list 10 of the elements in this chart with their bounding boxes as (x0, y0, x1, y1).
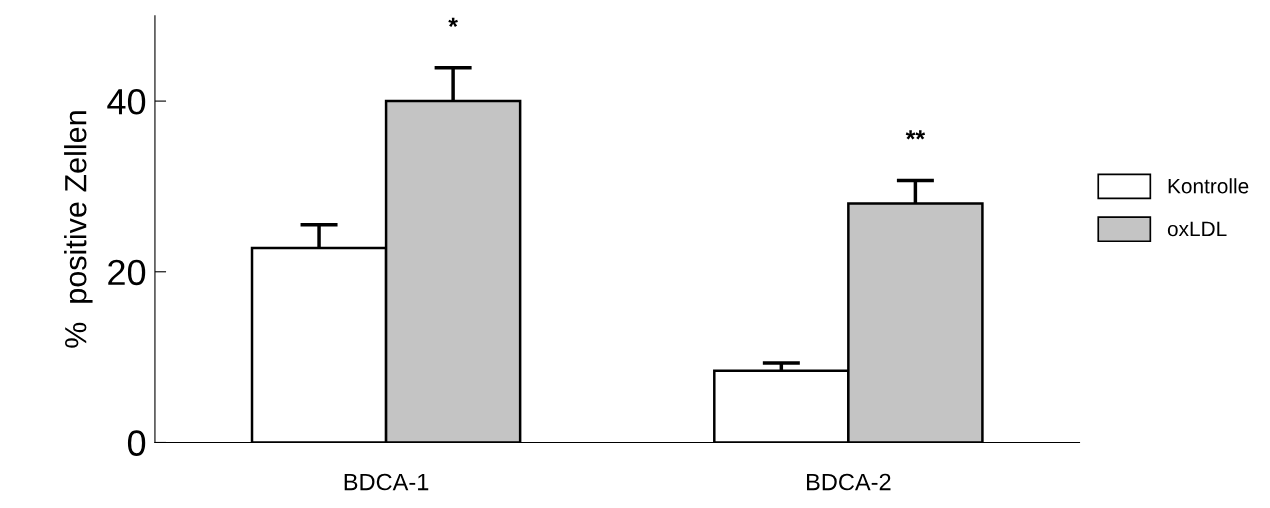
y-axis-title: % positive Zellen (64, 111, 93, 348)
y-tick-label: 20 (108, 259, 146, 286)
legend-label: oxLDL (1167, 221, 1227, 237)
y-tick-label: 0 (127, 430, 146, 456)
annotation: * (448, 17, 458, 27)
annotation: ** (905, 130, 926, 140)
x-tick-label: BDCA-1 (344, 473, 429, 491)
y-tick-label: 40 (107, 88, 146, 115)
legend-label: Kontrolle (1168, 178, 1249, 194)
x-tick-label: BDCA-2 (807, 473, 891, 491)
